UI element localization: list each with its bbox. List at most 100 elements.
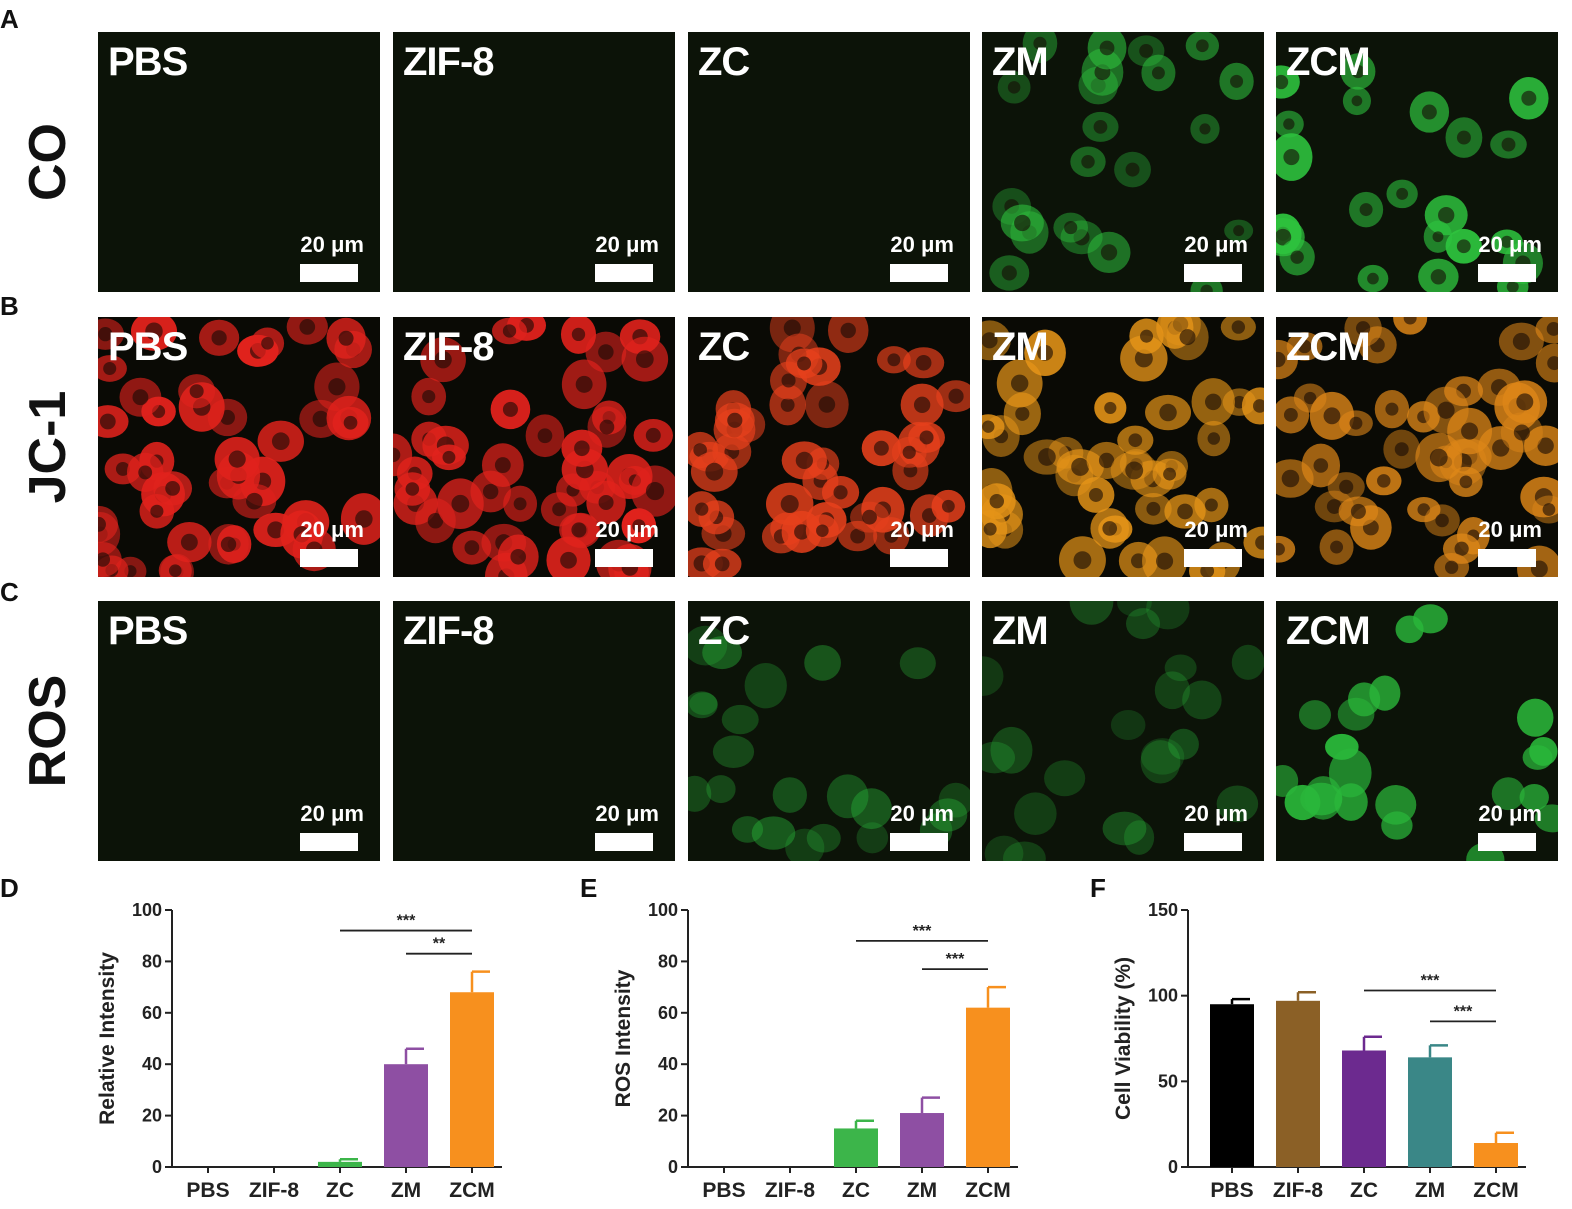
bar-zcm bbox=[1474, 1143, 1518, 1167]
cell bbox=[208, 524, 249, 565]
cell-field bbox=[688, 625, 970, 861]
condition-label: ZC bbox=[698, 609, 750, 653]
cell bbox=[861, 430, 902, 467]
cell bbox=[1319, 529, 1354, 565]
cell bbox=[850, 501, 890, 533]
scalebar-label: 20 μm bbox=[595, 232, 659, 257]
scalebar-label: 20 μm bbox=[595, 801, 659, 826]
cell bbox=[1344, 317, 1382, 347]
cell-field bbox=[393, 317, 675, 577]
cell bbox=[1381, 811, 1413, 840]
scalebar-label: 20 μm bbox=[300, 232, 364, 257]
cell bbox=[785, 348, 823, 379]
condition-label: ZC bbox=[698, 40, 750, 84]
cell bbox=[856, 822, 889, 854]
cell bbox=[1224, 219, 1254, 242]
cell bbox=[1434, 553, 1470, 577]
cell bbox=[332, 406, 369, 439]
scalebar bbox=[1184, 833, 1242, 851]
panel-letter-a: A bbox=[0, 4, 19, 34]
cell bbox=[257, 420, 304, 462]
cell bbox=[1135, 493, 1172, 525]
scalebar-label: 20 μm bbox=[1478, 801, 1542, 826]
cell bbox=[688, 691, 718, 719]
micrograph-ros-zc: ZC 20 μm bbox=[688, 601, 970, 861]
cell bbox=[1164, 494, 1206, 529]
scalebar bbox=[890, 549, 948, 567]
micrograph-jc-1-zcm: ZCM 20 μm bbox=[1276, 317, 1558, 577]
micrograph-ros-zcm: ZCM 20 μm bbox=[1276, 601, 1558, 861]
cell bbox=[167, 521, 212, 563]
cell bbox=[821, 475, 860, 509]
x-tick-label: PBS bbox=[702, 1179, 745, 1202]
cell bbox=[1509, 76, 1549, 120]
cell bbox=[497, 534, 539, 577]
cell bbox=[982, 741, 1016, 774]
panel-letter-c: C bbox=[0, 577, 19, 607]
bar-zc bbox=[834, 1128, 878, 1167]
cell bbox=[621, 508, 657, 544]
cell bbox=[702, 548, 742, 577]
cell bbox=[326, 317, 366, 359]
y-tick-label: 40 bbox=[658, 1054, 678, 1074]
cell bbox=[1024, 329, 1066, 377]
condition-label: PBS bbox=[108, 40, 188, 84]
x-tick-label: ZCM bbox=[449, 1179, 495, 1202]
y-tick-label: 80 bbox=[142, 951, 162, 971]
cell bbox=[546, 536, 591, 577]
cell bbox=[1374, 390, 1410, 429]
cell bbox=[1413, 604, 1448, 634]
cell bbox=[503, 485, 538, 522]
scalebar-label: 20 μm bbox=[1478, 517, 1542, 542]
significance-label: *** bbox=[397, 913, 416, 930]
cell bbox=[1522, 745, 1553, 770]
cell bbox=[805, 514, 839, 548]
cell bbox=[876, 346, 911, 374]
cell bbox=[1424, 504, 1460, 537]
y-axis-label: Cell Viability (%) bbox=[1112, 957, 1135, 1120]
cell bbox=[98, 505, 119, 543]
cell bbox=[781, 441, 828, 480]
cell bbox=[1415, 432, 1463, 483]
cell bbox=[1090, 508, 1130, 549]
cell bbox=[1445, 228, 1482, 264]
cell-field bbox=[1276, 604, 1558, 861]
cell bbox=[1532, 495, 1558, 524]
cell bbox=[1140, 738, 1185, 775]
cell bbox=[394, 472, 431, 506]
cell bbox=[900, 383, 944, 427]
scalebar bbox=[595, 549, 653, 567]
cell bbox=[1023, 439, 1071, 475]
cell bbox=[1231, 644, 1264, 680]
cell-field bbox=[989, 32, 1254, 292]
cell bbox=[1445, 117, 1483, 158]
y-tick-label: 80 bbox=[658, 951, 678, 971]
cell bbox=[98, 318, 125, 350]
micrograph-jc-1-zc: ZC 20 μm bbox=[688, 317, 970, 577]
x-tick-label: PBS bbox=[186, 1179, 229, 1202]
y-tick-label: 20 bbox=[658, 1106, 678, 1126]
cell bbox=[1145, 394, 1192, 431]
cell bbox=[1339, 410, 1373, 436]
cell bbox=[899, 647, 936, 680]
scalebar-label: 20 μm bbox=[300, 517, 364, 542]
x-tick-label: ZIF-8 bbox=[1273, 1179, 1323, 1202]
scalebar-label: 20 μm bbox=[890, 801, 954, 826]
cell bbox=[1298, 700, 1332, 730]
bar-chart-e: 0 20 40 60 80 100 ROS Intensity PBS ZIF-8 ZC ZM ZCM… bbox=[612, 900, 1018, 1202]
cell bbox=[712, 735, 755, 768]
cell bbox=[1141, 54, 1176, 92]
y-tick-label: 40 bbox=[142, 1054, 162, 1074]
cell bbox=[98, 542, 122, 577]
y-tick-label: 0 bbox=[1168, 1157, 1178, 1177]
cell bbox=[1276, 535, 1296, 563]
x-tick-label: ZM bbox=[907, 1179, 937, 1202]
condition-label: PBS bbox=[108, 609, 188, 653]
cell bbox=[891, 436, 927, 468]
cell bbox=[688, 625, 728, 666]
y-tick-label: 150 bbox=[1148, 900, 1178, 920]
cell bbox=[1349, 191, 1384, 228]
cell bbox=[1491, 777, 1525, 811]
cell bbox=[1338, 496, 1379, 527]
significance-label: *** bbox=[1421, 973, 1440, 990]
